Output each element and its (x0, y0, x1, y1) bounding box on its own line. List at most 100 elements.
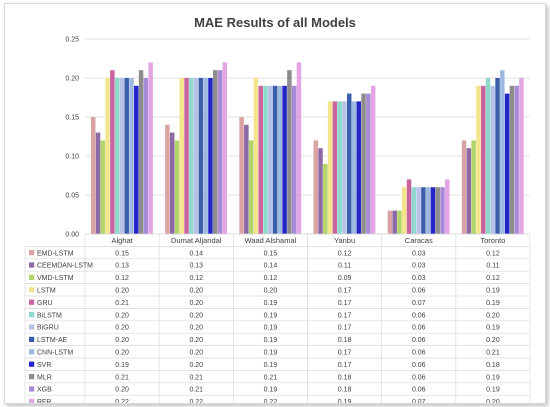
data-label: 0.06 (412, 374, 426, 381)
bar (366, 93, 371, 234)
data-label: 0.19 (486, 374, 500, 381)
bar (370, 85, 376, 234)
bar (198, 78, 204, 234)
data-label: 0.19 (486, 300, 500, 307)
y-tick-label: 0.25 (65, 37, 79, 44)
y-tick-label: 0.05 (65, 193, 79, 200)
bar (356, 101, 362, 235)
bar (392, 210, 397, 234)
data-label: 0.20 (189, 300, 203, 307)
legend-key (29, 386, 35, 392)
legend-key (29, 262, 35, 268)
data-label: 0.06 (412, 337, 426, 344)
category-label: Yanbu (334, 236, 355, 245)
data-label: 0.22 (264, 399, 278, 403)
bar (313, 140, 318, 234)
data-label: 0.21 (264, 374, 278, 381)
bar (327, 101, 333, 235)
data-label: 0.18 (338, 374, 352, 381)
data-label: 0.21 (115, 374, 129, 381)
bar (193, 78, 199, 234)
bar (217, 70, 223, 234)
data-label: 0.12 (338, 250, 352, 257)
data-label: 0.20 (115, 312, 129, 319)
bar (332, 101, 338, 235)
bar (282, 85, 287, 234)
legend-series-name: EMD-LSTM (37, 250, 74, 257)
category-label: Caracas (405, 236, 433, 245)
data-label: 0.03 (412, 263, 426, 270)
data-label: 0.20 (115, 387, 129, 394)
data-label: 0.07 (412, 399, 426, 403)
data-label: 0.19 (264, 362, 278, 369)
y-tick-label: 0.20 (65, 76, 79, 83)
mae-bar-chart: MAE Results of all Models 0.00 0.05 0.10 0.… (24, 15, 531, 403)
data-label: 0.19 (486, 387, 500, 394)
bar (337, 101, 342, 235)
bar (143, 78, 149, 234)
y-tick-label: 0.15 (65, 115, 79, 122)
bar (184, 78, 189, 234)
legend-key (29, 250, 35, 256)
category-label: Toronto (480, 236, 505, 245)
legend-key (29, 398, 35, 403)
data-label: 0.06 (412, 362, 426, 369)
legend-series-name: MLR (37, 374, 52, 381)
legend-key (29, 312, 35, 318)
data-label: 0.21 (189, 374, 203, 381)
data-label: 0.12 (486, 275, 500, 282)
data-label: 0.21 (486, 350, 500, 357)
bar (440, 187, 445, 234)
legend-key (29, 349, 35, 355)
y-tick-label: 0.10 (65, 154, 79, 161)
legend-key (29, 287, 35, 293)
bar (361, 93, 366, 234)
data-label: 0.20 (115, 337, 129, 344)
data-label: 0.20 (189, 325, 203, 332)
legend-series-name: CNN-LSTM (37, 350, 73, 357)
bar (387, 210, 393, 234)
bar (263, 85, 268, 234)
bar (323, 163, 328, 234)
data-label: 0.20 (486, 337, 500, 344)
bar (416, 187, 421, 234)
bar (208, 78, 213, 234)
bar (91, 117, 96, 234)
data-label: 0.17 (338, 288, 352, 295)
bar (421, 187, 426, 234)
legend-series-name: BiLSTM (37, 312, 62, 319)
legend-series-name: LSTM-AE (37, 337, 68, 344)
bar (114, 78, 120, 234)
bar (253, 78, 259, 234)
bar (110, 70, 115, 234)
bar (346, 93, 352, 234)
data-label: 0.19 (486, 325, 500, 332)
data-label: 0.19 (264, 387, 278, 394)
bar (291, 85, 297, 234)
bar (318, 148, 323, 234)
bar (514, 85, 519, 234)
bar (397, 210, 402, 234)
bar (504, 93, 510, 234)
bar (189, 78, 194, 234)
bar (402, 187, 407, 234)
data-label: 0.17 (338, 300, 352, 307)
data-label: 0.12 (264, 275, 278, 282)
data-label: 0.20 (189, 362, 203, 369)
bar (272, 85, 278, 234)
data-label: 0.13 (189, 263, 203, 270)
y-tick-label: 0.00 (65, 232, 79, 239)
data-label: 0.17 (338, 362, 352, 369)
data-label: 0.19 (264, 325, 278, 332)
legend-series-name: SVR (37, 362, 51, 369)
bar (445, 179, 450, 234)
bar (179, 78, 184, 234)
legend-series-name: XGB (37, 387, 52, 394)
data-label: 0.20 (486, 399, 500, 403)
data-label: 0.14 (264, 263, 278, 270)
bar (174, 140, 180, 234)
data-label: 0.06 (412, 387, 426, 394)
bar (411, 187, 417, 234)
data-label: 0.06 (412, 312, 426, 319)
data-label: 0.17 (338, 350, 352, 357)
